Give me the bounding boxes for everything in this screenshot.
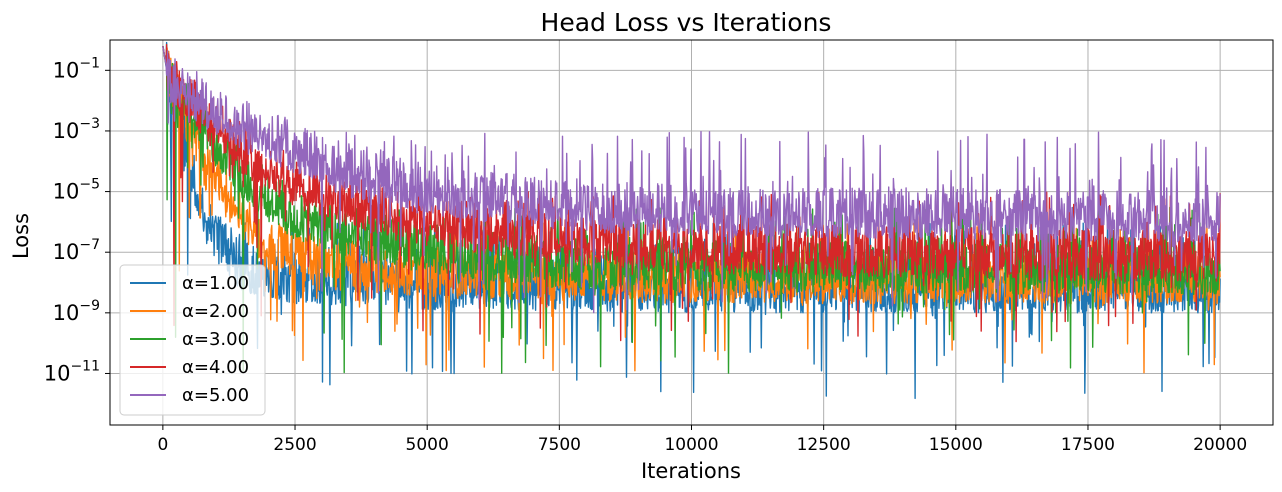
x-tick-label: 0 [157, 435, 168, 455]
y-tick-label: 10−11 [44, 358, 100, 385]
legend-label: α=4.00 [182, 357, 249, 378]
x-tick-label: 7500 [538, 435, 581, 455]
legend-label: α=5.00 [182, 385, 249, 406]
legend-label: α=2.00 [182, 301, 249, 322]
y-tick-label: 10−3 [53, 116, 100, 143]
y-tick-label: 10−5 [53, 177, 100, 204]
x-tick-label: 12500 [797, 435, 851, 455]
series-lines [162, 41, 1221, 400]
x-tick-label: 15000 [929, 435, 983, 455]
x-tick-label: 5000 [406, 435, 449, 455]
y-tick-label: 10−1 [53, 55, 100, 82]
legend-label: α=1.00 [182, 273, 249, 294]
x-axis-label: Iterations [641, 459, 741, 483]
x-tick-label: 17500 [1061, 435, 1115, 455]
x-axis-ticks: 0 2500 5000 7500 10000 12500 15000 17500 20000 [157, 425, 1247, 455]
legend: α=1.00 α=2.00 α=3.00 α=4.00 α=5.00 [119, 264, 266, 416]
y-axis-label: Loss [9, 213, 33, 259]
series-line [162, 45, 1221, 314]
y-axis-ticks: 10−1 10−3 10−5 10−7 10−9 10−11 [44, 55, 110, 385]
series-line [162, 41, 1221, 400]
legend-label: α=3.00 [182, 329, 249, 350]
x-tick-label: 10000 [664, 435, 718, 455]
y-tick-label: 10−7 [53, 237, 100, 264]
y-tick-label: 10−9 [53, 298, 100, 325]
x-tick-label: 20000 [1193, 435, 1247, 455]
x-tick-label: 2500 [273, 435, 316, 455]
legend-box [119, 264, 266, 416]
chart-title: Head Loss vs Iterations [541, 8, 832, 37]
